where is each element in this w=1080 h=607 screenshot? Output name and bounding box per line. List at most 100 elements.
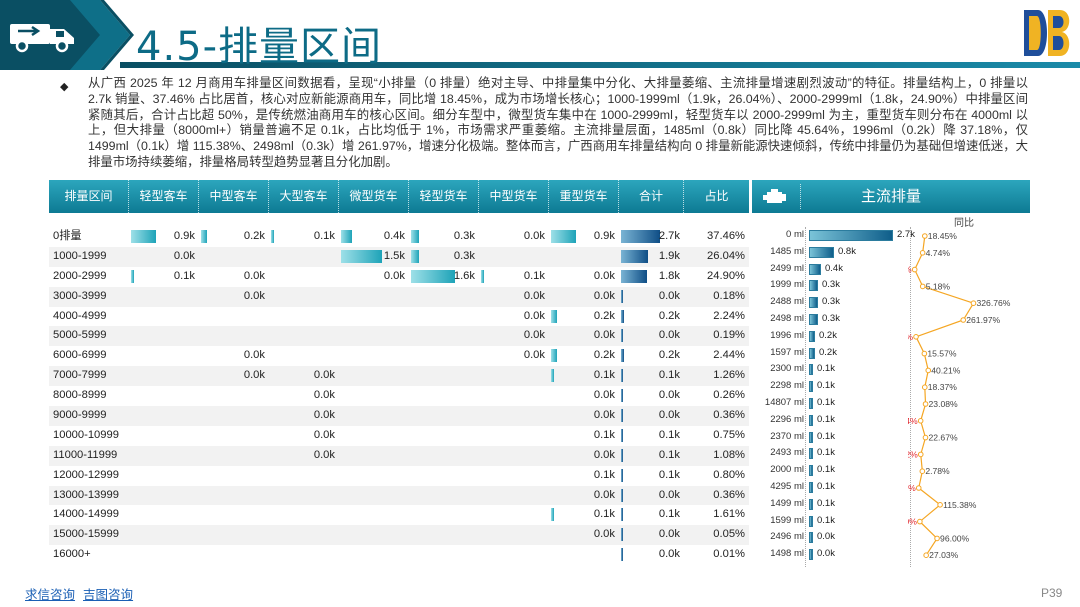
yoy-value: -7.22% xyxy=(908,449,918,459)
rank-row: 1996 ml 0.2k xyxy=(752,328,904,345)
table-cell xyxy=(549,247,619,267)
value-bar xyxy=(621,528,623,542)
cell-value: 0.0k xyxy=(593,488,615,501)
rank-row: 4295 ml 0.1k xyxy=(752,479,904,496)
table-cell: 0.0k xyxy=(269,406,339,426)
cell-value: 0.1k xyxy=(658,428,680,441)
table-cell: 0.0k xyxy=(549,326,619,346)
table-cell xyxy=(479,366,549,386)
table-cell xyxy=(199,545,269,565)
column-header[interactable]: 合计 xyxy=(619,180,684,213)
table-cell xyxy=(339,406,409,426)
rank-value: 0.3k xyxy=(822,296,840,308)
table-cell xyxy=(339,386,409,406)
cell-value: 0.0k xyxy=(658,289,680,302)
table-cell: 26.04% xyxy=(684,247,749,267)
yoy-value: 2.78% xyxy=(925,466,950,476)
table-cell: 2.7k xyxy=(619,227,684,247)
column-header[interactable]: 中型客车 xyxy=(199,180,269,213)
rank-bar xyxy=(809,263,821,275)
cell-value: 0.0k xyxy=(658,389,680,402)
table-cell xyxy=(479,466,549,486)
table-cell: 0.0k xyxy=(339,267,409,287)
cell-value: 0.19% xyxy=(713,329,745,342)
yoy-value: 22.67% xyxy=(928,433,958,443)
yoy-value: 261.97% xyxy=(966,315,1000,325)
cell-value: 0.0k xyxy=(383,269,405,282)
column-header[interactable]: 轻型客车 xyxy=(129,180,199,213)
bullet-icon: ◆ xyxy=(60,81,69,93)
column-header[interactable]: 排量区间 xyxy=(49,180,129,213)
table-cell: 0.0k xyxy=(199,366,269,386)
table-cell: 0.0k xyxy=(619,545,684,565)
rank-bar xyxy=(809,431,813,443)
cell-value: 0.2k xyxy=(658,309,680,322)
column-header[interactable]: 重型货车 xyxy=(549,180,619,213)
table-cell xyxy=(269,486,339,506)
yoy-point xyxy=(970,300,977,306)
table-cell: 1.08% xyxy=(684,446,749,466)
table-cell xyxy=(199,505,269,525)
column-header[interactable]: 占比 xyxy=(704,189,729,203)
rank-value: 2.7k xyxy=(897,229,915,240)
table-cell: 0.1k xyxy=(549,505,619,525)
value-bar xyxy=(481,269,484,283)
rank-row: 2496 ml 0.0k xyxy=(752,529,904,546)
table-cell: 0.0k xyxy=(479,287,549,307)
yoy-point xyxy=(923,552,929,559)
table-cell: 0.0k xyxy=(549,406,619,426)
column-header[interactable]: 轻型货车 xyxy=(409,180,479,213)
cell-value: 0.01% xyxy=(713,548,745,561)
column-header[interactable]: 微型货车 xyxy=(339,180,409,213)
rank-label: 2499 ml xyxy=(770,262,804,274)
table-cell xyxy=(129,446,199,466)
cell-value: 0.2k xyxy=(593,309,615,322)
table-cell: 1.9k xyxy=(619,247,684,267)
table-cell: 0.0k xyxy=(479,307,549,327)
cell-value: 0.0k xyxy=(523,289,545,302)
cell-value: 0.2k xyxy=(243,230,265,242)
table-row: 4000-4999 0.0k 0.2k 0.2k 2.24% xyxy=(49,307,749,327)
cell-value: 0.1k xyxy=(658,508,680,521)
rank-value: 0.1k xyxy=(817,396,835,408)
cell-value: 0.0k xyxy=(658,548,680,561)
mainstream-title: 主流排量 xyxy=(860,188,921,205)
footer-link-jitu[interactable]: 吉图咨询 xyxy=(83,588,134,602)
yoy-value: 18.37% xyxy=(928,382,958,392)
table-cell xyxy=(409,326,479,346)
table-row: 14000-14999 0.1k 0.1k 1.61% xyxy=(49,505,749,525)
column-header[interactable]: 大型客车 xyxy=(269,180,339,213)
cell-value: 0.0k xyxy=(523,230,545,242)
cell-value: 1.61% xyxy=(713,508,745,521)
rank-row: 0 ml 2.7k xyxy=(752,227,915,244)
table-cell: 0.0k xyxy=(619,287,684,307)
column-header[interactable]: 中型货车 xyxy=(479,180,549,213)
table-cell: 0.4k xyxy=(339,227,409,247)
table-cell xyxy=(549,545,619,565)
footer-link-qiuxin[interactable]: 求信咨询 xyxy=(25,588,76,602)
cell-value: 0.2k xyxy=(593,349,615,362)
rank-bar xyxy=(809,313,818,325)
table-cell xyxy=(269,247,339,267)
rank-value: 0.2k xyxy=(819,329,837,341)
range-label: 0排量 xyxy=(53,230,82,242)
table-cell xyxy=(479,247,549,267)
displacement-table: 0排量 0.9k 0.2k 0.1k 0.4k 0.3k 0.0k 0.9k 2.7k 37.46… xyxy=(49,227,749,565)
table-cell xyxy=(199,406,269,426)
table-cell: 0.3k xyxy=(409,247,479,267)
yoy-point xyxy=(913,334,919,340)
table-cell xyxy=(339,426,409,446)
table-cell xyxy=(129,406,199,426)
cell-value: 0.3k xyxy=(453,230,475,242)
table-cell: 2.44% xyxy=(684,346,749,366)
yoy-value: 15.57% xyxy=(927,349,957,359)
table-cell xyxy=(339,466,409,486)
yoy-value: 326.76% xyxy=(976,298,1010,308)
rank-row: 2296 ml 0.1k xyxy=(752,412,904,429)
table-cell xyxy=(339,525,409,545)
rank-row: 2493 ml 0.1k xyxy=(752,445,904,462)
table-cell: 1.8k xyxy=(619,267,684,287)
table-cell xyxy=(199,446,269,466)
cell-value: 0.80% xyxy=(713,468,745,481)
yoy-point xyxy=(922,434,929,441)
